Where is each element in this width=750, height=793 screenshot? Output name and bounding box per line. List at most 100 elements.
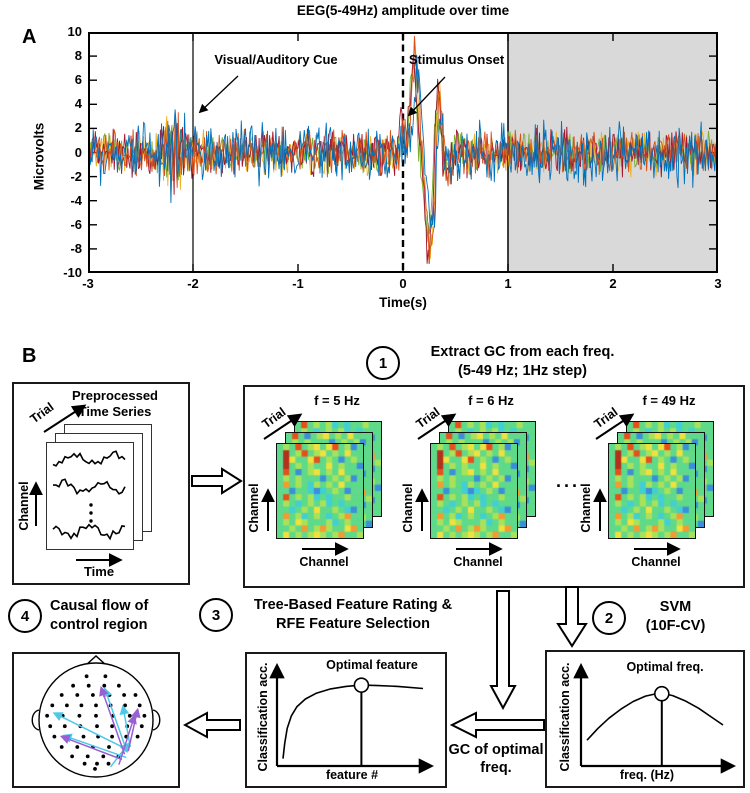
electrode-dot [85, 754, 90, 759]
electrode-dot [102, 683, 107, 688]
frequency-label: f = 49 Hz [642, 393, 696, 408]
trace-orange [88, 35, 718, 264]
accuracy-curve [282, 684, 424, 759]
rfe-accuracy-plot-box: Optimal feature Classification acc. feat… [245, 652, 447, 788]
panel-a: A EEG(5-49Hz) amplitude over time Microv… [0, 0, 750, 330]
x-axis-label: Time(s) [379, 295, 427, 310]
gc-of-optimal-freq-label: GC of optimal freq. [436, 741, 556, 777]
flow-arrow-left-head-icon [183, 711, 241, 739]
y-tick-label: -4 [70, 192, 82, 208]
y-tick-label: 6 [74, 72, 82, 88]
panel-b-label: B [22, 345, 37, 367]
gc-label-line1: GC of optimal [448, 742, 544, 758]
electrode-dot [70, 754, 74, 759]
electrode-dot [94, 713, 98, 718]
causal-flow-arrow-purple [99, 685, 126, 755]
svm-accuracy-plot-box: Optimal freq. Classification acc. freq. … [545, 650, 745, 788]
x-tick-label: -2 [187, 276, 199, 291]
trace-blue [88, 54, 718, 228]
signal-squiggle [52, 450, 126, 467]
gc-heatmap-layer [608, 443, 696, 539]
rfe-accuracy-plot [269, 662, 435, 774]
y-tick-label: -8 [70, 240, 82, 256]
signal-squiggle [52, 523, 126, 541]
gc-heatmap-canvas [609, 444, 695, 538]
electrode-dot [142, 713, 147, 718]
electrode-dot [45, 713, 49, 718]
electrode-dot [65, 703, 69, 708]
electrode-dot [48, 724, 53, 729]
causal-flow-arrow-cyan [110, 742, 130, 768]
step2-title: SVM (10F-CV) [628, 598, 723, 636]
gc-heatmap-layer [276, 443, 364, 539]
x-tick-label: 1 [504, 276, 512, 291]
electrode-dot [103, 674, 108, 679]
flow-arrow-right-icon [191, 467, 243, 495]
time-axis-label: Time [83, 564, 115, 579]
vertical-ellipsis-dot [89, 511, 93, 515]
left-ear [31, 709, 40, 731]
electrode-dot [50, 703, 55, 708]
electrode-dot [93, 767, 97, 771]
y-tick-label: -2 [70, 168, 82, 184]
electrode-dot [91, 693, 95, 697]
electrode-dot [137, 703, 142, 708]
electrode-dot [86, 683, 91, 688]
y-tick-label: 2 [74, 120, 82, 136]
causal-flow-arrow-cyan [52, 712, 130, 751]
step1-number-badge: 1 [366, 346, 400, 380]
electrode-dot [94, 703, 98, 708]
causal-flow-arrow-purple [59, 734, 123, 761]
electrode-dot [59, 745, 64, 749]
electrode-dot [59, 693, 64, 697]
channel-axis-label: Channel [631, 555, 681, 569]
heatmap-stack: f = 5 Hz Trial Channel Channel [247, 389, 408, 583]
step4-number-badge: 4 [8, 599, 42, 633]
x-tick-label: 3 [714, 276, 722, 291]
gc-heatmap-layer [430, 443, 518, 539]
heatmap-stack: f = 49 Hz Trial Channel Channel [579, 389, 740, 583]
optimal-feature-label: Optimal feature [326, 658, 418, 672]
flow-arrow-down-gc-icon [489, 590, 517, 710]
optimal-marker-circle [654, 685, 670, 702]
panel-a-label: A [22, 26, 37, 48]
electrode-dot [81, 734, 86, 739]
electrode-dot [77, 713, 82, 718]
y-tick-label: 8 [74, 48, 82, 64]
channel-axis-label: Channel [299, 555, 349, 569]
step3-number-badge: 3 [199, 598, 233, 632]
channel-axis-label: Channel [453, 555, 503, 569]
eeg-plot [88, 32, 718, 273]
electrode-dot [79, 703, 84, 708]
y-tick-label: -6 [70, 216, 82, 232]
preprocessed-title-line1: Preprocessed [72, 388, 158, 403]
step4-title-line1: Causal flow of [50, 598, 149, 614]
preprocessed-box: Preprocessed Time Series Trial Channel T… [12, 382, 190, 585]
electrode-dot [75, 745, 80, 749]
electrode-dot [95, 724, 99, 729]
y-tick-label: -10 [63, 265, 82, 280]
electrode-dot [71, 683, 75, 688]
electrode-dot [127, 713, 132, 718]
step4-title: Causal flow of control region [50, 597, 175, 635]
step1-title-line1: Extract GC from each freq. [430, 344, 615, 360]
eeg-squiggles [52, 450, 126, 541]
channel-axis-label: Channel [17, 481, 31, 531]
step1-title-line2: (5-49 Hz; 1Hz step) [458, 363, 587, 379]
x-tick-label: -1 [292, 276, 304, 291]
preprocessed-title-line2: Time Series [78, 404, 152, 419]
electrode-dot [84, 674, 89, 679]
electrode-dot [82, 761, 87, 766]
frequency-label: f = 5 Hz [314, 393, 360, 408]
preprocessed-title: Preprocessed Time Series [42, 388, 188, 420]
optimal-marker-circle [353, 677, 370, 693]
channel-axis-label: Channel [247, 483, 261, 533]
electrode-dot [139, 724, 144, 729]
electrode-dot [52, 734, 57, 739]
electrode-dot [101, 754, 106, 759]
electrode-dot [110, 724, 114, 729]
svm-accuracy-plot [573, 662, 737, 774]
head-topography-box [12, 652, 180, 788]
x-tick-label: 0 [399, 276, 407, 291]
